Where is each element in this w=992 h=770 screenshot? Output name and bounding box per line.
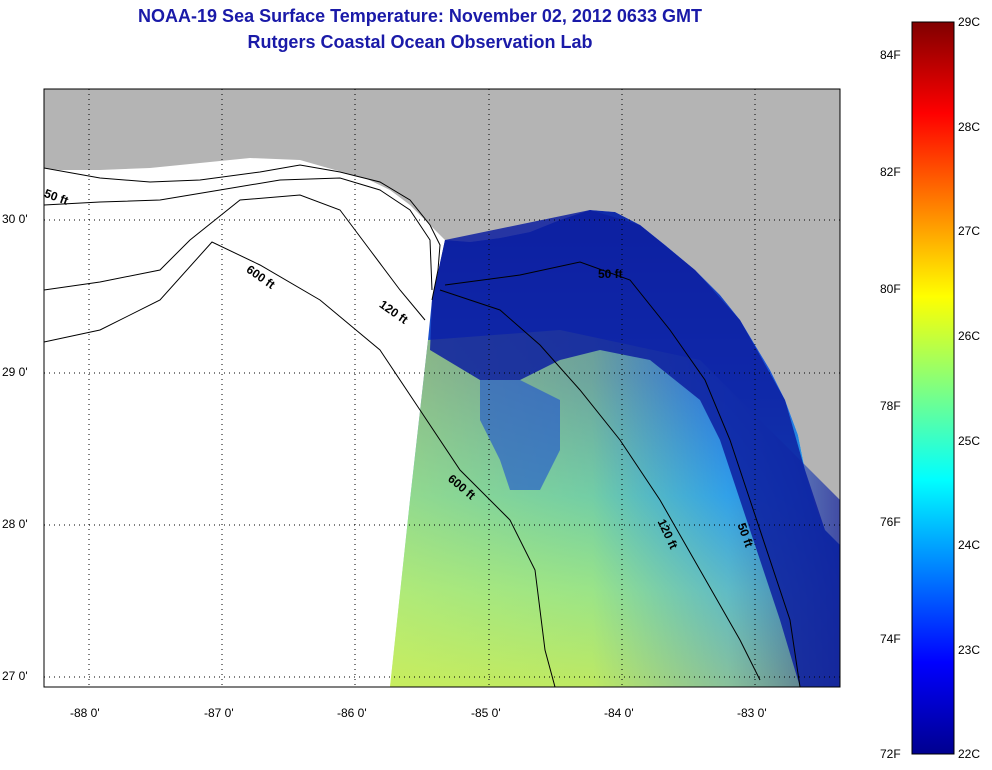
lon-tick-label: -87 0'	[204, 706, 234, 720]
lat-tick-label: 30 0'	[2, 212, 28, 226]
colorbar-label-c: 22C	[958, 747, 981, 761]
colorbar-label-f: 80F	[880, 282, 901, 296]
colorbar-label-f: 82F	[880, 165, 901, 179]
colorbar-label-f: 76F	[880, 515, 901, 529]
contour-50ft-east	[444, 261, 801, 687]
lon-tick-label: -83 0'	[737, 706, 767, 720]
lat-tick-label: 28 0'	[2, 517, 28, 531]
lon-tick-label: -86 0'	[337, 706, 367, 720]
colorbar-label-f: 74F	[880, 632, 901, 646]
map-title: NOAA-19 Sea Surface Temperature: Novembe…	[138, 6, 702, 26]
colorbar-label-c: 29C	[958, 15, 981, 29]
contour-120ft-east	[439, 289, 761, 681]
contour-120ft-west	[44, 194, 426, 321]
contour-50ft-west	[44, 177, 433, 291]
colorbar-label-c: 23C	[958, 643, 981, 657]
contour-label: 50 ft	[598, 267, 623, 281]
colorbar-label-c: 28C	[958, 120, 981, 134]
colorbar-label-c: 25C	[958, 434, 981, 448]
colorbar-label-c: 24C	[958, 538, 981, 552]
lat-tick-label: 27 0'	[2, 669, 28, 683]
colorbar-label-c: 27C	[958, 224, 981, 238]
lon-tick-label: -88 0'	[70, 706, 100, 720]
contour-600ft	[44, 241, 556, 687]
lat-tick-label: 29 0'	[2, 365, 28, 379]
colorbar-label-f: 84F	[880, 48, 901, 62]
colorbar-label-f: 78F	[880, 399, 901, 413]
lon-tick-label: -84 0'	[604, 706, 634, 720]
colorbar-label-f: 72F	[880, 747, 901, 761]
colorbar	[911, 21, 955, 755]
map-subtitle: Rutgers Coastal Ocean Observation Lab	[247, 32, 593, 52]
lon-tick-label: -85 0'	[471, 706, 501, 720]
colorbar-label-c: 26C	[958, 329, 981, 343]
land-area	[44, 89, 840, 545]
plot-frame	[43, 88, 841, 688]
